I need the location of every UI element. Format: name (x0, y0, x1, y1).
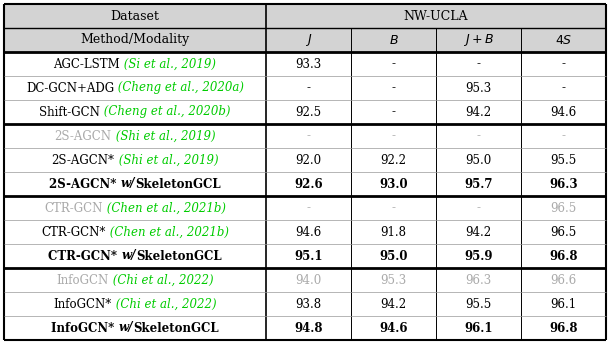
Text: 95.3: 95.3 (380, 273, 406, 287)
Bar (4, 172, 606, 196)
Text: SkeletonGCL: SkeletonGCL (136, 249, 221, 262)
Text: -: - (392, 106, 395, 118)
Text: 96.5: 96.5 (550, 226, 576, 238)
Bar (4, 196, 606, 220)
Bar (4, 316, 606, 340)
Text: CTR-GCN*: CTR-GCN* (48, 249, 121, 262)
Text: 96.8: 96.8 (549, 249, 578, 262)
Text: InfoGCN*: InfoGCN* (51, 322, 118, 334)
Text: 95.9: 95.9 (464, 249, 493, 262)
Bar (4, 148, 606, 172)
Text: 95.1: 95.1 (294, 249, 323, 262)
Text: AGC-LSTM: AGC-LSTM (54, 57, 120, 71)
Text: -: - (476, 202, 481, 215)
Text: Dataset: Dataset (110, 10, 159, 22)
Text: Shift-GCN: Shift-GCN (39, 106, 100, 118)
Text: (Chen et al., 2021b): (Chen et al., 2021b) (102, 202, 226, 215)
Text: w/: w/ (118, 322, 133, 334)
Bar (4, 244, 606, 268)
Text: (Cheng et al., 2020a): (Cheng et al., 2020a) (114, 82, 244, 95)
Text: -: - (561, 82, 565, 95)
Text: SkeletonGCL: SkeletonGCL (133, 322, 218, 334)
Bar (4, 268, 606, 292)
Bar (4, 4, 606, 28)
Text: w/: w/ (121, 249, 136, 262)
Text: $\mathit{J+B}$: $\mathit{J+B}$ (463, 32, 494, 48)
Bar (4, 100, 606, 124)
Text: 96.3: 96.3 (549, 178, 578, 191)
Text: 2S-AGCN*: 2S-AGCN* (52, 153, 115, 166)
Text: 94.2: 94.2 (465, 106, 492, 118)
Text: -: - (392, 57, 395, 71)
Text: 92.5: 92.5 (295, 106, 321, 118)
Text: 94.2: 94.2 (381, 298, 406, 311)
Text: -: - (306, 82, 310, 95)
Text: (Shi et al., 2019): (Shi et al., 2019) (115, 153, 218, 166)
Bar (4, 76, 606, 100)
Text: 94.6: 94.6 (550, 106, 576, 118)
Text: 95.7: 95.7 (464, 178, 493, 191)
Text: 95.5: 95.5 (550, 153, 576, 166)
Text: (Shi et al., 2019): (Shi et al., 2019) (112, 129, 215, 142)
Text: 92.6: 92.6 (294, 178, 323, 191)
Text: NW-UCLA: NW-UCLA (404, 10, 468, 22)
Text: 95.0: 95.0 (379, 249, 407, 262)
Text: DC-GCN+ADG: DC-GCN+ADG (26, 82, 114, 95)
Text: CTR-GCN*: CTR-GCN* (41, 226, 106, 238)
Text: 2S-AGCN*: 2S-AGCN* (49, 178, 121, 191)
Text: 92.0: 92.0 (295, 153, 321, 166)
Text: 95.3: 95.3 (465, 82, 492, 95)
Text: 94.0: 94.0 (295, 273, 321, 287)
Text: 91.8: 91.8 (381, 226, 406, 238)
Text: 94.8: 94.8 (294, 322, 323, 334)
Text: -: - (561, 57, 565, 71)
Text: 96.6: 96.6 (550, 273, 576, 287)
Text: 94.6: 94.6 (379, 322, 407, 334)
Text: 96.5: 96.5 (550, 202, 576, 215)
Bar (4, 52, 606, 76)
Text: -: - (306, 202, 310, 215)
Text: -: - (476, 57, 481, 71)
Text: 2S-AGCN: 2S-AGCN (55, 129, 112, 142)
Text: 95.0: 95.0 (465, 153, 492, 166)
Bar (4, 220, 606, 244)
Text: 96.3: 96.3 (465, 273, 492, 287)
Text: SkeletonGCL: SkeletonGCL (135, 178, 221, 191)
Text: Method/Modality: Method/Modality (81, 33, 190, 46)
Text: (Chi et al., 2022): (Chi et al., 2022) (109, 273, 214, 287)
Text: 94.2: 94.2 (465, 226, 492, 238)
Text: 93.8: 93.8 (295, 298, 321, 311)
Text: -: - (561, 129, 565, 142)
Text: -: - (392, 202, 395, 215)
Text: -: - (476, 129, 481, 142)
Text: (Chen et al., 2021b): (Chen et al., 2021b) (106, 226, 229, 238)
Text: w/: w/ (121, 178, 135, 191)
Bar (4, 124, 606, 148)
Text: CTR-GCN: CTR-GCN (45, 202, 102, 215)
Text: -: - (392, 129, 395, 142)
Text: InfoGCN*: InfoGCN* (54, 298, 112, 311)
Text: 96.1: 96.1 (550, 298, 576, 311)
Text: -: - (306, 129, 310, 142)
Text: -: - (392, 82, 395, 95)
Text: 92.2: 92.2 (381, 153, 406, 166)
Text: 96.1: 96.1 (464, 322, 493, 334)
Text: (Si et al., 2019): (Si et al., 2019) (120, 57, 217, 71)
Text: 94.6: 94.6 (295, 226, 321, 238)
Text: InfoGCN: InfoGCN (57, 273, 109, 287)
Text: (Chi et al., 2022): (Chi et al., 2022) (112, 298, 217, 311)
Text: 95.5: 95.5 (465, 298, 492, 311)
Text: 93.0: 93.0 (379, 178, 407, 191)
Text: $\mathit{4S}$: $\mathit{4S}$ (554, 33, 572, 46)
Bar (4, 28, 606, 52)
Text: (Cheng et al., 2020b): (Cheng et al., 2020b) (100, 106, 231, 118)
Text: $\mathit{B}$: $\mathit{B}$ (389, 33, 398, 46)
Text: $\mathit{J}$: $\mathit{J}$ (305, 32, 312, 48)
Text: 93.3: 93.3 (295, 57, 321, 71)
Bar (4, 292, 606, 316)
Text: 96.8: 96.8 (549, 322, 578, 334)
